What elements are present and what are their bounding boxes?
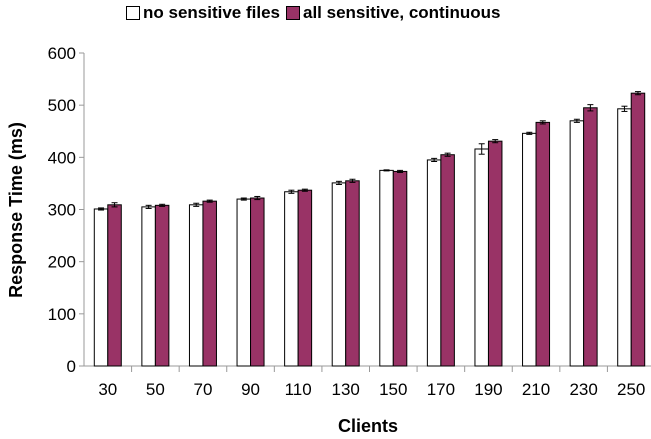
bar-all-sensitive	[535, 121, 551, 367]
x-tick-label: 110	[285, 380, 312, 399]
legend-label: all sensitive, continuous	[303, 3, 501, 22]
bar-all-sensitive	[250, 197, 265, 367]
bar-all-sensitive	[345, 180, 360, 367]
y-tick-label: 300	[48, 201, 76, 220]
bar-all-sensitive	[297, 189, 313, 367]
bar-no-sensitive	[236, 198, 252, 367]
legend: no sensitive files all sensitive, contin…	[126, 3, 500, 23]
bar-no-sensitive	[141, 206, 156, 367]
x-tick-label: 90	[241, 380, 260, 399]
bar-no-sensitive	[379, 169, 394, 367]
bar-all-sensitive	[154, 204, 170, 367]
bar-all-sensitive	[440, 154, 455, 367]
x-tick-label: 70	[193, 380, 212, 399]
x-tick-label: 250	[617, 380, 645, 399]
x-tick-label: 50	[146, 380, 165, 399]
legend-swatch-purple	[286, 6, 300, 20]
y-tick-label: 100	[48, 305, 76, 324]
y-tick-label: 0	[67, 357, 76, 376]
legend-item-all-sensitive: all sensitive, continuous	[286, 3, 500, 23]
bar-no-sensitive	[331, 182, 347, 367]
bar-all-sensitive	[487, 140, 503, 367]
y-tick-label: 200	[48, 253, 76, 272]
y-tick-label: 500	[48, 96, 76, 115]
bar-no-sensitive	[426, 159, 442, 367]
legend-item-no-sensitive: no sensitive files	[126, 3, 280, 23]
bar-no-sensitive	[93, 208, 109, 367]
x-tick-label: 150	[379, 380, 407, 399]
y-axis-label: Response Time (ms)	[6, 122, 26, 298]
bar-no-sensitive	[617, 108, 632, 367]
legend-label: no sensitive files	[143, 3, 280, 22]
bar-all-sensitive	[202, 200, 217, 367]
x-tick-label: 30	[98, 380, 117, 399]
y-tick-label: 400	[48, 148, 76, 167]
y-tick-label: 600	[48, 44, 76, 63]
bar-all-sensitive	[392, 170, 408, 367]
x-tick-label: 170	[427, 380, 455, 399]
bar-no-sensitive	[522, 132, 537, 367]
x-tick-label: 130	[332, 380, 360, 399]
bar-all-sensitive	[583, 107, 598, 367]
x-tick-label: 210	[522, 380, 550, 399]
bar-no-sensitive	[284, 191, 299, 367]
x-tick-label: 230	[569, 380, 597, 399]
bar-all-sensitive	[630, 92, 646, 367]
legend-swatch-white	[126, 6, 140, 20]
x-tick-label: 190	[474, 380, 502, 399]
bar-no-sensitive	[188, 204, 204, 367]
bar-no-sensitive	[474, 148, 489, 367]
bar-no-sensitive	[569, 120, 585, 367]
bar-all-sensitive	[107, 204, 122, 367]
x-axis-label: Clients	[338, 416, 398, 436]
